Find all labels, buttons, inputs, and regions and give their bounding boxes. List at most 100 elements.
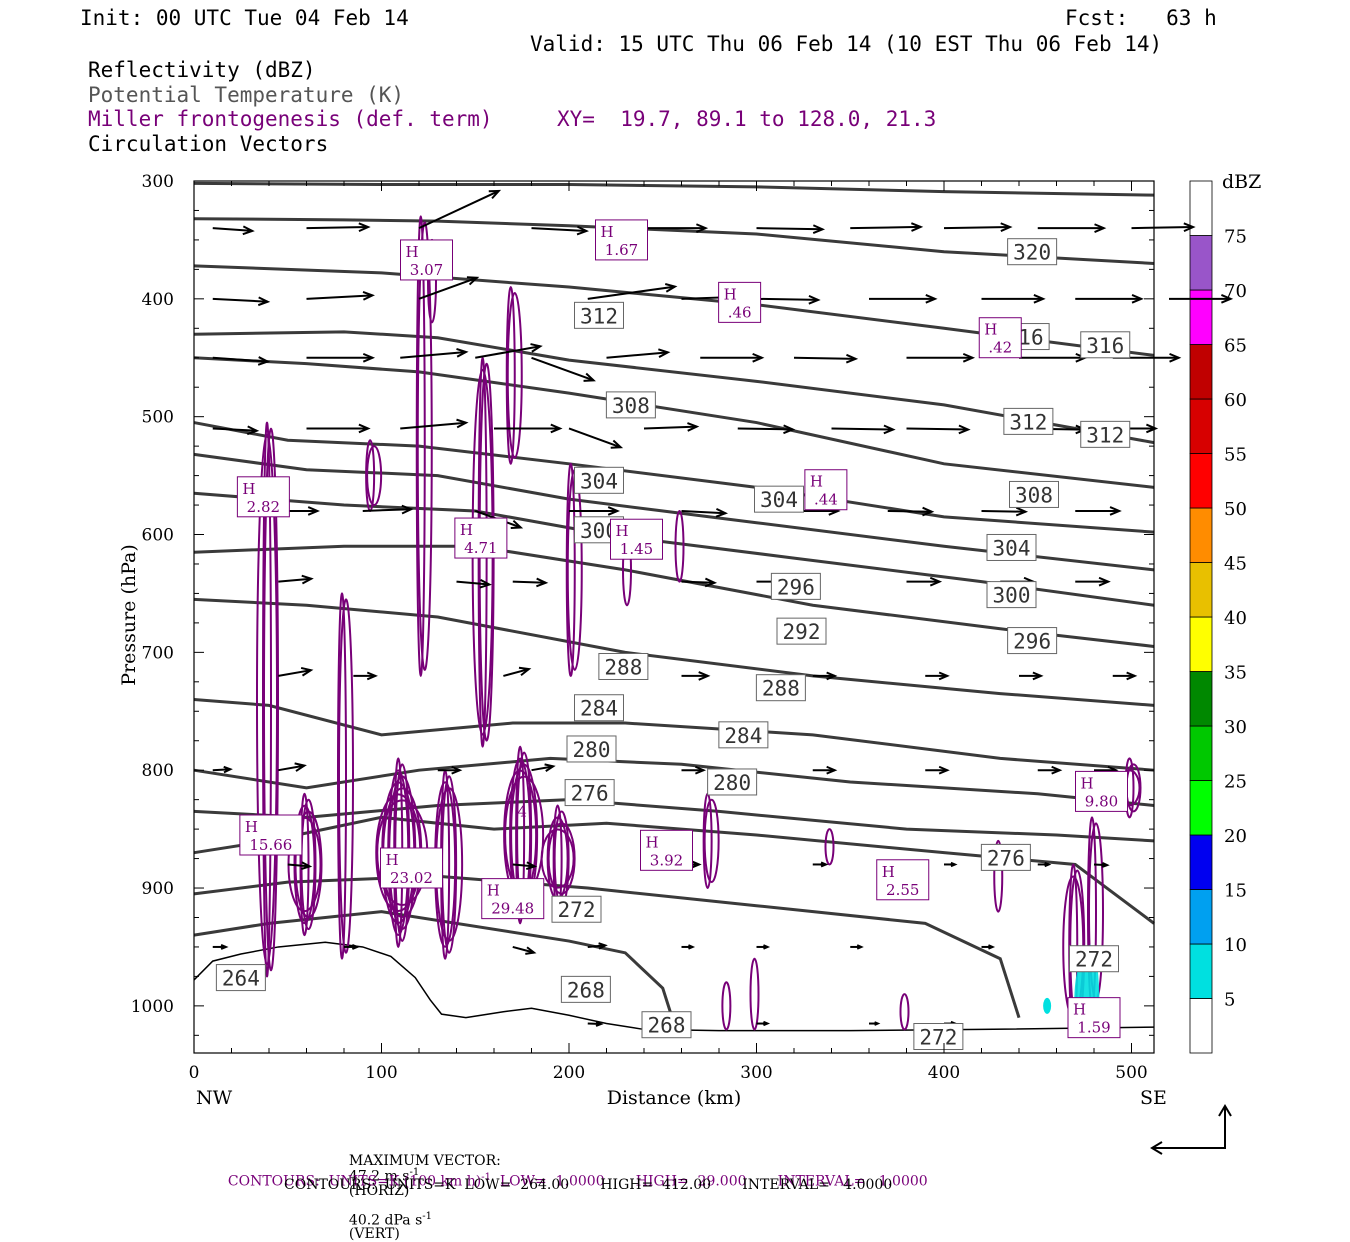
circulation-vector xyxy=(1132,227,1194,228)
x-tick-label: 100 xyxy=(365,1063,397,1083)
circulation-vector xyxy=(682,582,715,583)
x-tick-label: 400 xyxy=(928,1063,960,1083)
circulation-vector xyxy=(307,227,369,228)
colorbar-label: 60 xyxy=(1224,390,1247,411)
colorbar-swatch xyxy=(1190,835,1212,890)
theta-label: 312 xyxy=(1009,410,1047,434)
colorbar-label: 30 xyxy=(1224,717,1247,738)
max-vert-tail: (VERT) xyxy=(349,1226,400,1242)
x-axis-label: Distance (km) xyxy=(607,1087,742,1109)
circulation-vector xyxy=(944,227,1010,228)
fronto-max-h: H xyxy=(616,522,629,540)
x-tick-label: 0 xyxy=(189,1063,200,1083)
colorbar-swatch xyxy=(1190,617,1212,672)
frontogenesis-contour xyxy=(901,994,909,1029)
circulation-vector xyxy=(307,295,373,298)
y-tick-label: 900 xyxy=(142,879,174,899)
colorbar-label: 5 xyxy=(1224,990,1235,1011)
colorbar-swatch xyxy=(1190,399,1212,454)
fronto-max-h: H xyxy=(882,863,895,881)
fronto-max-value: 1.67 xyxy=(605,241,638,259)
theta-label: 316 xyxy=(1086,334,1124,358)
circulation-vector xyxy=(644,427,697,429)
colorbar-swatch xyxy=(1190,726,1212,781)
fronto-max-h: H xyxy=(810,473,823,491)
theta-label: 272 xyxy=(1075,948,1113,972)
circulation-vector xyxy=(757,228,823,229)
theta-label: 284 xyxy=(724,724,762,748)
circulation-vector xyxy=(850,227,920,228)
x-tick-label: 500 xyxy=(1115,1063,1147,1083)
fronto-max-value: 29.48 xyxy=(491,900,534,918)
theta-label: 280 xyxy=(573,738,611,762)
fronto-max-value: 3.92 xyxy=(650,851,683,869)
y-axis-label: Pressure (hPa) xyxy=(118,544,140,686)
fronto-max-value: 2.55 xyxy=(886,881,919,899)
frontogenesis-contour xyxy=(751,959,759,1030)
theta-label: 288 xyxy=(762,677,800,701)
theta-label: 304 xyxy=(760,488,798,512)
colorbar-swatch xyxy=(1190,999,1212,1054)
fronto-max-h: H xyxy=(984,321,997,339)
fronto-max-value: 1.59 xyxy=(1077,1019,1110,1037)
theta-label: 312 xyxy=(1086,423,1124,447)
reflectivity-5dbz xyxy=(1043,998,1051,1014)
circulation-vector xyxy=(757,299,819,300)
circulation-vector xyxy=(213,428,257,430)
circulation-vector xyxy=(607,352,668,357)
colorbar-swatch xyxy=(1190,672,1212,727)
colorbar-label: 50 xyxy=(1224,499,1247,520)
colorbar-label: 65 xyxy=(1224,336,1247,357)
circulation-vector xyxy=(363,509,411,511)
colorbar-label: 15 xyxy=(1224,881,1247,902)
fronto-max-value: .42 xyxy=(988,339,1012,357)
colorbar-swatch xyxy=(1190,508,1212,563)
y-tick-label: 1000 xyxy=(131,997,174,1017)
colorbar-label: 20 xyxy=(1224,826,1247,847)
circulation-vector xyxy=(213,299,268,302)
circulation-vector xyxy=(982,511,1026,512)
theta-label: 304 xyxy=(993,536,1031,560)
x-left-end-label: NW xyxy=(196,1087,233,1109)
fronto-max-value: 4 xyxy=(517,802,527,820)
theta-label: 292 xyxy=(783,620,821,644)
fronto-max-value: 1.45 xyxy=(620,540,653,558)
fronto-max-h: H xyxy=(646,833,659,851)
contours-theta-info: CONTOURS: UNITS=K LOW= 264.00 HIGH= 412.… xyxy=(284,1178,892,1192)
theta-label: 268 xyxy=(648,1014,686,1038)
circulation-vector xyxy=(532,228,587,231)
colorbar-label: 55 xyxy=(1224,445,1247,466)
fronto-max-value: 9.80 xyxy=(1085,792,1118,810)
x-right-end-label: SE xyxy=(1140,1087,1167,1109)
circulation-vector xyxy=(794,358,856,359)
y-tick-label: 300 xyxy=(142,172,174,192)
circulation-vector xyxy=(569,428,621,447)
colorbar-label: 75 xyxy=(1224,227,1247,248)
y-tick-label: 500 xyxy=(142,408,174,428)
theta-label: 272 xyxy=(919,1026,957,1050)
fronto-max-value: 2.82 xyxy=(247,498,280,516)
theta-label: 304 xyxy=(580,469,618,493)
y-tick-label: 700 xyxy=(142,643,174,663)
colorbar-swatch xyxy=(1190,345,1212,400)
circulation-vector xyxy=(888,511,932,512)
theta-label: 320 xyxy=(1013,241,1051,265)
fronto-max-h: H xyxy=(601,223,614,241)
x-tick-label: 300 xyxy=(740,1063,772,1083)
fronto-max-h: H xyxy=(245,818,258,836)
x-tick-label: 200 xyxy=(553,1063,585,1083)
frontogenesis-contour xyxy=(826,829,834,864)
theta-label: 280 xyxy=(713,771,751,795)
fronto-max-value: .46 xyxy=(728,303,752,321)
theta-contour xyxy=(194,423,1154,533)
frontogenesis-contour xyxy=(676,511,684,582)
fronto-max-h: H xyxy=(724,285,737,303)
fronto-max-h: H xyxy=(1081,774,1094,792)
theta-label: 296 xyxy=(1013,630,1051,654)
colorbar-swatch xyxy=(1190,890,1212,945)
fronto-max-value: 23.02 xyxy=(390,869,433,887)
theta-contour xyxy=(194,183,1154,195)
